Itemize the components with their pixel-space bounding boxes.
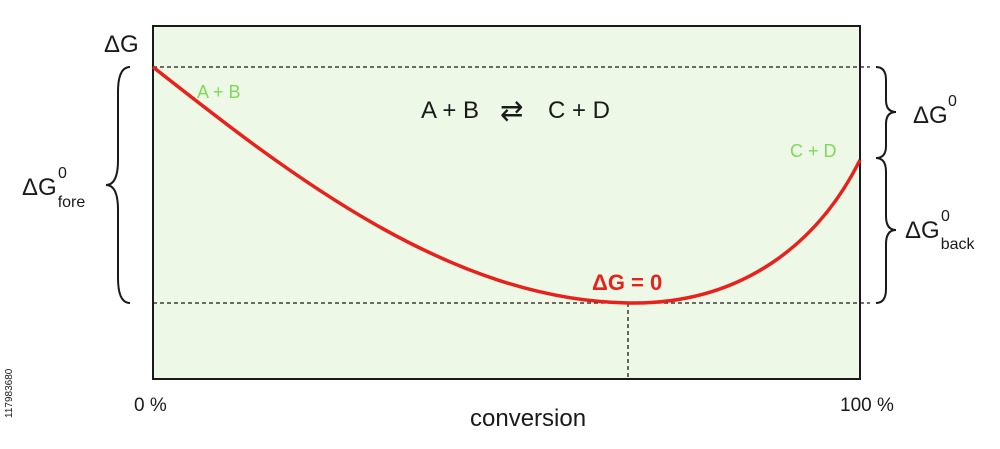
reaction-left: A + B bbox=[421, 97, 479, 124]
plot-area bbox=[152, 25, 861, 380]
left-brace bbox=[105, 66, 131, 304]
y-axis-label: ΔG bbox=[104, 31, 139, 58]
end-species-label: C + D bbox=[790, 141, 837, 161]
svg-text:0: 0 bbox=[941, 208, 950, 225]
svg-text:ΔGback: ΔGback bbox=[905, 217, 976, 253]
reaction-equilibrium-arrow: ⇄ bbox=[500, 95, 523, 126]
reaction-right: C + D bbox=[548, 97, 610, 124]
right-brace-standard bbox=[875, 66, 897, 159]
x-axis-min-label: 0 % bbox=[134, 395, 167, 416]
svg-text:0: 0 bbox=[948, 93, 957, 110]
x-axis-title: conversion bbox=[470, 405, 586, 432]
svg-text:ΔG: ΔG bbox=[913, 102, 948, 129]
side-id-text: 117983680 bbox=[4, 368, 15, 418]
delta-g-standard-label: ΔG 0 bbox=[913, 93, 957, 129]
equilibrium-label: ΔG = 0 bbox=[592, 270, 662, 295]
delta-g-fore-label: ΔGfore 0 bbox=[22, 165, 85, 211]
delta-g-back-label: ΔGback 0 bbox=[905, 208, 976, 253]
x-axis-max-label: 100 % bbox=[840, 395, 894, 416]
start-species-label: A + B bbox=[197, 82, 241, 102]
svg-text:ΔGfore: ΔGfore bbox=[22, 174, 85, 211]
right-brace-back bbox=[875, 157, 897, 304]
energy-curve bbox=[151, 65, 862, 305]
svg-text:0: 0 bbox=[58, 165, 67, 182]
